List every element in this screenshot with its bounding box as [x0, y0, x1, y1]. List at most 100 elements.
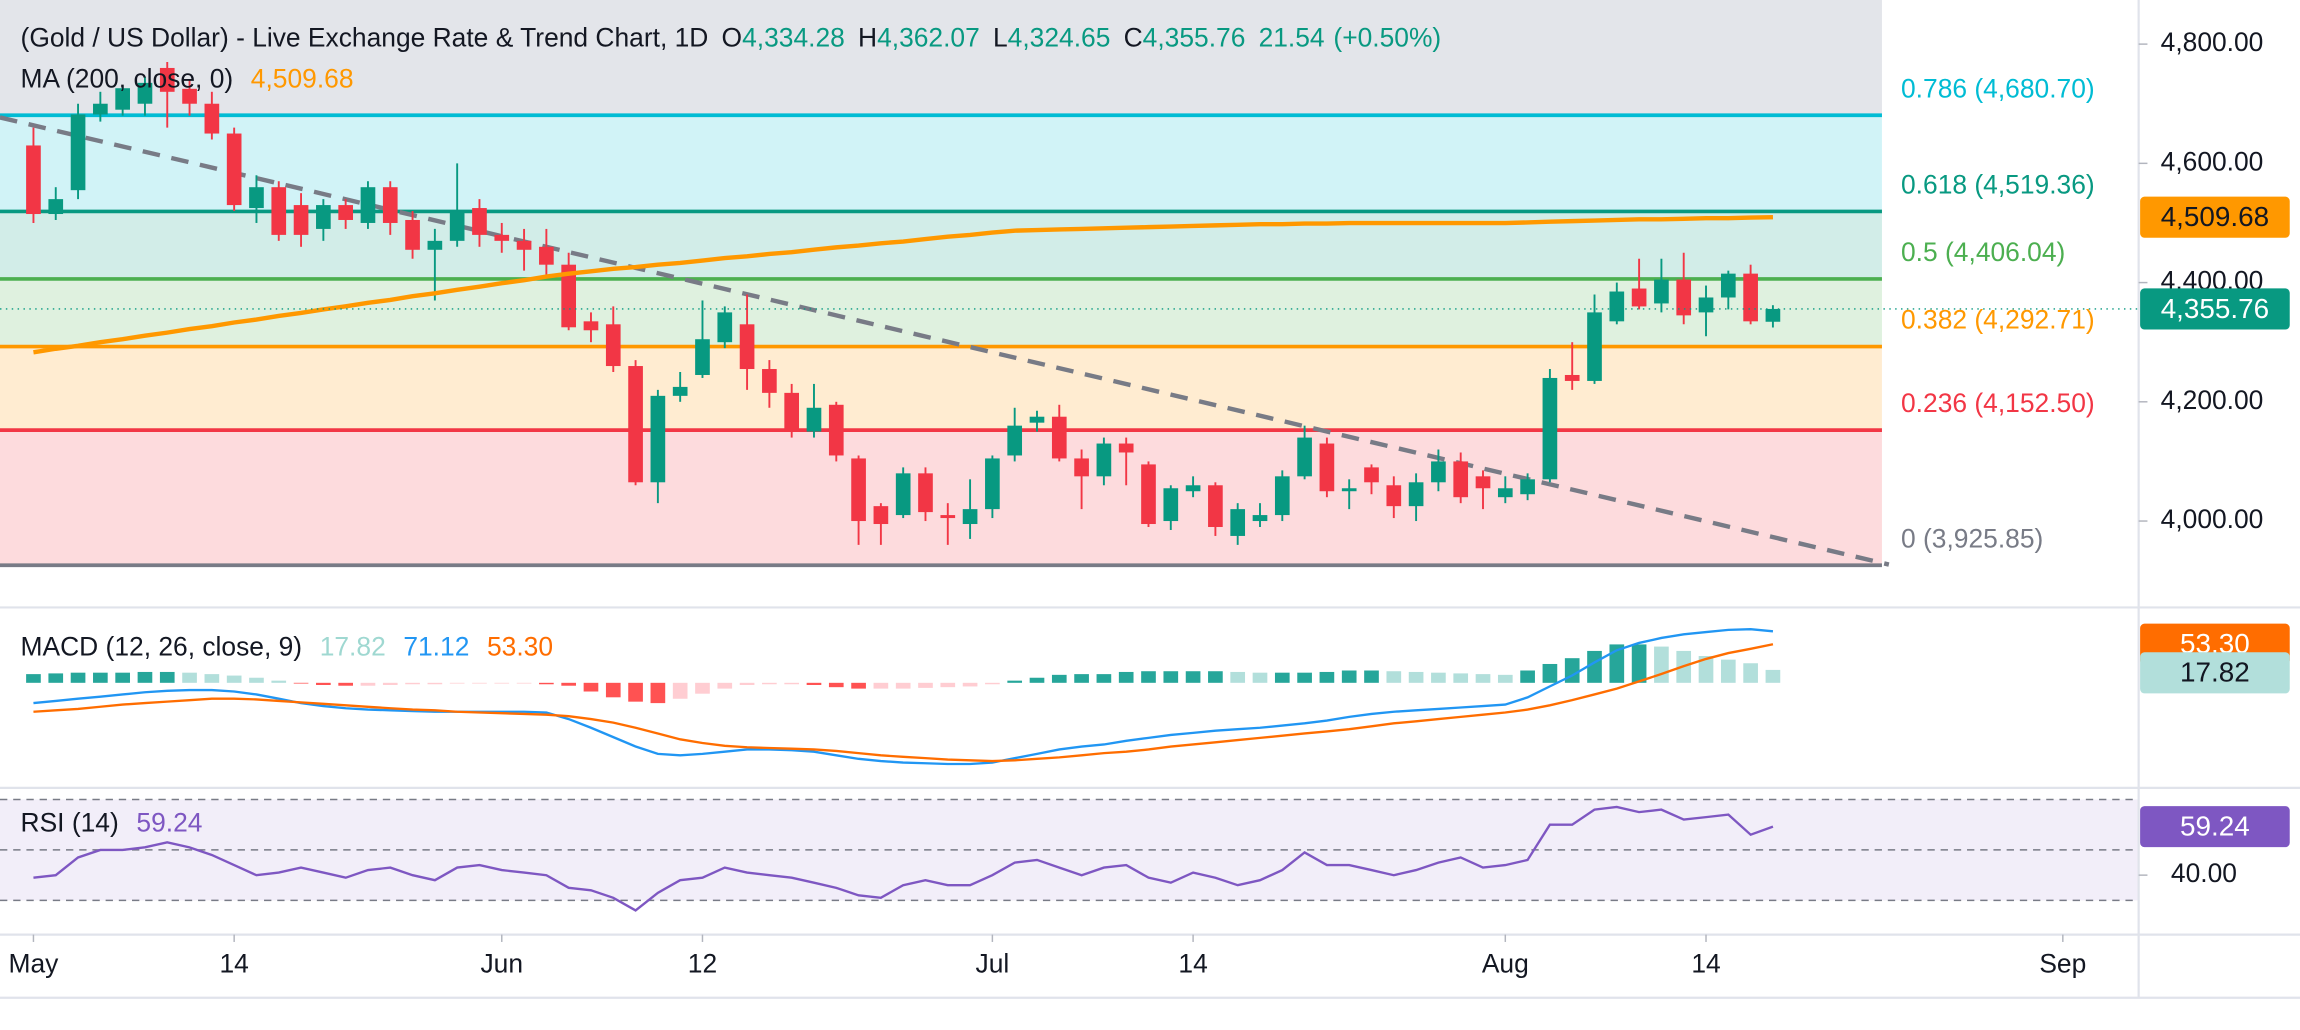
candle-body — [895, 473, 911, 516]
candle-body — [1274, 476, 1290, 516]
candle-body — [561, 264, 577, 328]
candle-body — [695, 339, 710, 375]
candle-body — [1029, 416, 1045, 423]
x-tick-label: Sep — [2039, 948, 2086, 978]
candle-body — [1720, 273, 1736, 298]
macd-hist-bar — [1118, 671, 1134, 683]
chart-header: (Gold / US Dollar) - Live Exchange Rate … — [21, 23, 1442, 53]
macd-hist-bar — [851, 682, 866, 689]
macd-hist-bar — [650, 682, 666, 704]
plot-layer — [0, 62, 2139, 912]
candle-body — [70, 114, 86, 191]
candle-body — [1341, 488, 1357, 492]
candle-body — [338, 205, 353, 220]
candle-body — [382, 187, 398, 223]
candle-body — [1007, 425, 1023, 456]
candle-body — [962, 509, 978, 525]
candle-body — [1252, 515, 1268, 522]
macd-hist-bar — [70, 672, 86, 683]
candle-body — [539, 246, 554, 265]
x-tick-label: 14 — [219, 948, 248, 978]
macd-hist-bar — [1453, 673, 1469, 683]
fib-zone — [0, 430, 1882, 566]
trendline — [0, 115, 1890, 567]
candle-body — [1163, 488, 1179, 522]
candle-body — [427, 240, 443, 250]
macd-hist-bar — [539, 682, 554, 685]
ma-value: 4,509.68 — [251, 64, 354, 94]
candle-body — [583, 321, 599, 331]
candle-body — [182, 88, 197, 104]
candle-body — [1676, 279, 1692, 316]
label-layer: 0.786 (4,680.70) 0.618 (4,519.36) 0.5 (4,4… — [9, 27, 2290, 978]
macd-hist-bar — [1319, 671, 1335, 683]
fib-zone — [0, 346, 1882, 431]
candle-body — [985, 458, 1000, 510]
macd-hist-bar — [583, 682, 599, 692]
value-box-label: 17.82 — [2180, 657, 2250, 688]
macd-hist-bar — [137, 671, 153, 683]
macd-hist-bar — [405, 682, 420, 685]
rsi-legend: RSI (14) 59.24 — [21, 808, 203, 838]
candle-body — [1297, 437, 1312, 477]
candle-body — [628, 366, 643, 483]
macd-hist-bar — [1364, 670, 1379, 683]
fib-label: 0.236 (4,152.50) — [1901, 388, 2095, 418]
macd-hist-bar — [1096, 674, 1112, 683]
candle-body — [1497, 488, 1513, 498]
macd-hist-bar — [1163, 671, 1179, 683]
macd-hist-bar — [1497, 674, 1513, 683]
ohlc-value: 4,355.76 — [1143, 23, 1246, 53]
candle-body — [784, 392, 800, 432]
macd-hist-bar — [1720, 659, 1736, 683]
macd-hist-bar — [762, 682, 777, 685]
macd-hist-bar — [159, 671, 175, 683]
candle-body — [1631, 288, 1647, 307]
macd-hist-bar — [449, 682, 465, 684]
macd-hist-bar — [494, 682, 510, 684]
ma-legend: MA (200, close, 0) 4,509.68 — [21, 64, 354, 94]
candle-body — [93, 103, 108, 115]
macd-hist-bar — [293, 682, 309, 684]
macd-hist-bar — [873, 682, 889, 689]
x-tick-label: May — [9, 948, 60, 978]
macd-hist-bar — [427, 682, 443, 685]
candle-body — [48, 199, 64, 215]
candle-body — [1520, 479, 1535, 495]
ohlc-value: 4,362.07 — [877, 23, 980, 53]
ohlc-value: 4,334.28 — [742, 23, 845, 53]
candle-body — [1609, 291, 1625, 322]
fib-top-zone — [0, 0, 1882, 116]
ohlc-key: H — [858, 23, 877, 53]
candle-body — [1074, 458, 1089, 477]
change-pct: (+0.50%) — [1333, 23, 1441, 53]
macd-hist-bar — [48, 673, 64, 683]
fib-label: 0.5 (4,406.04) — [1901, 237, 2065, 267]
candle-body — [1564, 374, 1580, 381]
macd-hist-bar — [784, 682, 800, 685]
rsi-tick-label: 40.00 — [2171, 858, 2237, 888]
macd-hist-bar — [1408, 671, 1424, 683]
macd-hist-bar — [1230, 671, 1246, 683]
macd-hist-bar — [918, 682, 933, 688]
macd-hist-bar — [695, 682, 710, 694]
candle-body — [828, 404, 844, 456]
candle-body — [605, 324, 621, 367]
candle-body — [873, 506, 889, 525]
x-tick-label: Jul — [976, 948, 1010, 978]
macd-hist-bar — [382, 682, 398, 685]
rsi-line — [33, 805, 1774, 912]
macd-hist-bar — [26, 674, 41, 683]
macd-hist-bar — [1431, 672, 1446, 683]
value-box-label: 4,355.76 — [2161, 293, 2269, 324]
hist-value: 17.82 — [320, 631, 386, 661]
macd-hist-bar — [1274, 672, 1290, 683]
macd-hist-bar — [962, 682, 978, 687]
candle-body — [1185, 485, 1201, 492]
macd-legend: MACD (12, 26, close, 9) 17.82 71.12 53.30 — [21, 631, 553, 661]
candle-body — [405, 219, 420, 250]
candle-body — [137, 82, 153, 104]
macd-hist-bar — [1654, 646, 1669, 683]
candle-body — [316, 205, 331, 229]
